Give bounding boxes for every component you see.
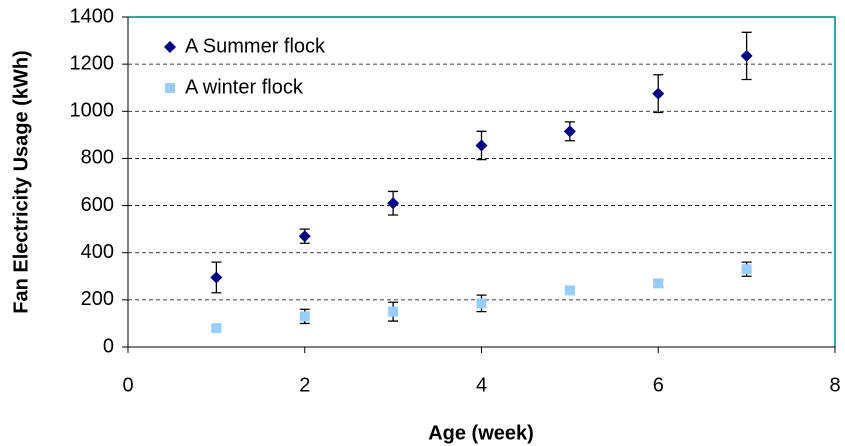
legend-label: A winter flock xyxy=(185,76,304,98)
x-tick-label: 0 xyxy=(122,374,133,396)
y-tick-label: 800 xyxy=(81,147,114,169)
data-point xyxy=(476,298,487,309)
data-point xyxy=(298,230,311,243)
data-point xyxy=(211,323,222,334)
x-tick-label: 2 xyxy=(299,374,310,396)
data-point xyxy=(387,197,400,210)
y-tick-label: 1200 xyxy=(70,52,115,74)
x-tick-label: 6 xyxy=(653,374,664,396)
x-tick-label: 8 xyxy=(829,374,840,396)
x-tick-label: 4 xyxy=(476,374,487,396)
y-tick-label: 400 xyxy=(81,241,114,263)
y-tick-label: 1400 xyxy=(70,5,115,27)
legend-marker xyxy=(165,83,175,93)
y-tick-label: 1000 xyxy=(70,100,115,122)
data-point xyxy=(388,306,399,317)
data-point xyxy=(210,271,223,284)
y-tick-label: 200 xyxy=(81,288,114,310)
data-point xyxy=(740,49,753,62)
y-tick-label: 600 xyxy=(81,194,114,216)
data-point xyxy=(475,139,488,152)
data-point xyxy=(564,285,575,296)
x-axis-title: Age (week) xyxy=(428,422,534,444)
y-tick-label: 0 xyxy=(103,335,114,357)
legend-marker xyxy=(164,41,176,53)
plot-frame xyxy=(128,16,836,347)
data-point xyxy=(299,311,310,322)
data-point xyxy=(652,87,665,100)
legend-label: A Summer flock xyxy=(185,35,326,57)
y-axis-title: Fan Electricity Usage (kWh) xyxy=(10,50,32,313)
data-point xyxy=(653,278,664,289)
data-point xyxy=(563,125,576,138)
data-point xyxy=(741,264,752,275)
